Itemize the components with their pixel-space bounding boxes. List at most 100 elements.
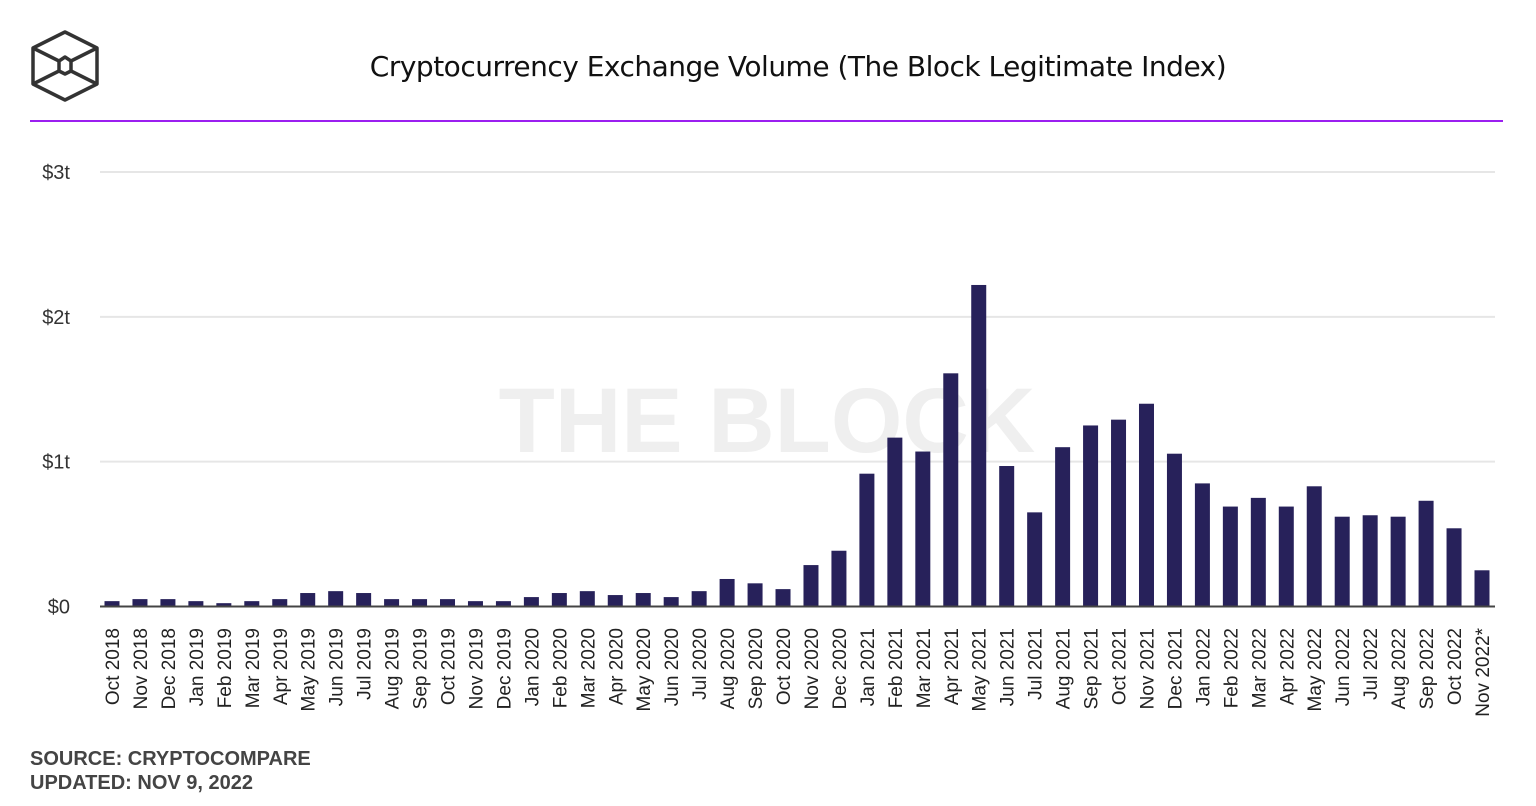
bar (915, 451, 931, 607)
x-tick-label: Oct 2018 (103, 628, 124, 705)
bar (328, 591, 344, 607)
bar (1083, 425, 1099, 607)
bar (1474, 570, 1490, 607)
x-tick-label: Jun 2021 (998, 628, 1019, 706)
x-tick-label: Nov 2022* (1473, 627, 1494, 716)
bar (943, 373, 959, 607)
x-tick-label: Sep 2019 (411, 628, 432, 709)
x-tick-label: Jul 2019 (355, 628, 376, 700)
x-tick-label: Aug 2019 (383, 628, 404, 709)
x-tick-label: Sep 2022 (1417, 628, 1438, 709)
bar (635, 593, 651, 607)
chart-title: Cryptocurrency Exchange Volume (The Bloc… (369, 50, 1227, 83)
header-divider (30, 120, 1503, 122)
x-tick-label: Jan 2022 (1193, 628, 1214, 706)
x-tick-label: Feb 2019 (215, 628, 236, 708)
bar (999, 466, 1015, 607)
x-tick-label: Jul 2022 (1361, 628, 1382, 700)
bar (831, 550, 847, 607)
bar (1306, 486, 1322, 607)
bar (384, 599, 400, 607)
x-tick-label: Mar 2019 (243, 628, 264, 708)
x-tick-label: Dec 2020 (830, 628, 851, 709)
bar (523, 597, 539, 607)
x-tick-label: Aug 2022 (1389, 628, 1410, 709)
bar (1418, 500, 1434, 607)
x-tick-label: Apr 2020 (606, 628, 627, 705)
bar (887, 437, 903, 607)
source-note: SOURCE: CRYPTOCOMPARE (30, 748, 311, 770)
x-tick-label: May 2019 (299, 628, 320, 711)
bar (160, 599, 176, 607)
x-tick-label: Oct 2021 (1110, 628, 1131, 705)
bar (104, 601, 120, 607)
x-tick-label: May 2021 (970, 628, 991, 711)
bar (356, 593, 372, 607)
bar (1446, 528, 1462, 607)
bar (551, 593, 567, 607)
bar (216, 603, 232, 607)
y-tick-label: $0 (48, 597, 70, 619)
x-tick-label: Nov 2021 (1137, 628, 1158, 709)
bar (495, 601, 511, 607)
y-tick-label: $3t (42, 162, 70, 184)
bar (132, 599, 148, 607)
x-tick-label: Aug 2021 (1054, 628, 1075, 709)
x-tick-label: Aug 2020 (718, 628, 739, 709)
x-tick-label: Oct 2019 (439, 628, 460, 705)
bar (440, 599, 456, 607)
x-tick-label: Jun 2019 (327, 628, 348, 706)
x-tick-label: May 2022 (1305, 628, 1326, 711)
bar (1390, 516, 1406, 607)
bar (412, 599, 428, 607)
x-tick-label: Feb 2022 (1221, 628, 1242, 708)
the-block-logo-icon (31, 30, 99, 102)
x-tick-label: Oct 2020 (774, 628, 795, 705)
x-tick-label: Dec 2018 (159, 628, 180, 709)
bar (1278, 506, 1294, 607)
bar (1027, 512, 1043, 607)
bar (1362, 515, 1378, 607)
bar (859, 473, 875, 607)
x-tick-label: Jun 2020 (662, 628, 683, 706)
bar (1055, 447, 1071, 607)
x-tick-label: Apr 2019 (271, 628, 292, 705)
x-tick-label: Dec 2021 (1165, 628, 1186, 709)
x-tick-label: May 2020 (634, 628, 655, 711)
x-tick-label: Feb 2021 (886, 628, 907, 708)
x-tick-label: Mar 2020 (578, 628, 599, 708)
x-tick-label: Mar 2022 (1249, 628, 1270, 708)
bar (579, 591, 595, 607)
x-tick-label: Oct 2022 (1445, 628, 1466, 705)
bar (272, 599, 288, 607)
x-tick-label: Jan 2021 (858, 628, 879, 706)
bar (719, 578, 735, 607)
bar (467, 601, 483, 607)
y-tick-label: $1t (42, 452, 70, 474)
y-tick-label: $2t (42, 307, 70, 329)
bar (1222, 506, 1238, 607)
x-tick-label: Jul 2020 (690, 628, 711, 700)
bar (1194, 483, 1210, 607)
bar (607, 595, 623, 607)
x-tick-label: Apr 2021 (942, 628, 963, 705)
bar (691, 591, 707, 607)
bar (775, 589, 791, 607)
x-tick-label: Jul 2021 (1026, 628, 1047, 700)
bar (1334, 516, 1350, 607)
bar (244, 601, 260, 607)
bar (300, 593, 316, 607)
bar (747, 583, 763, 607)
x-tick-label: Sep 2020 (746, 628, 767, 709)
x-tick-label: Jan 2019 (187, 628, 208, 706)
x-tick-label: Jan 2020 (522, 628, 543, 706)
bar (1138, 403, 1154, 607)
bar (1111, 419, 1127, 607)
bar (971, 284, 987, 607)
x-tick-label: Nov 2020 (802, 628, 823, 709)
x-tick-label: Nov 2019 (466, 628, 487, 709)
x-tick-label: Apr 2022 (1277, 628, 1298, 705)
x-tick-label: Jun 2022 (1333, 628, 1354, 706)
x-tick-label: Sep 2021 (1082, 628, 1103, 709)
